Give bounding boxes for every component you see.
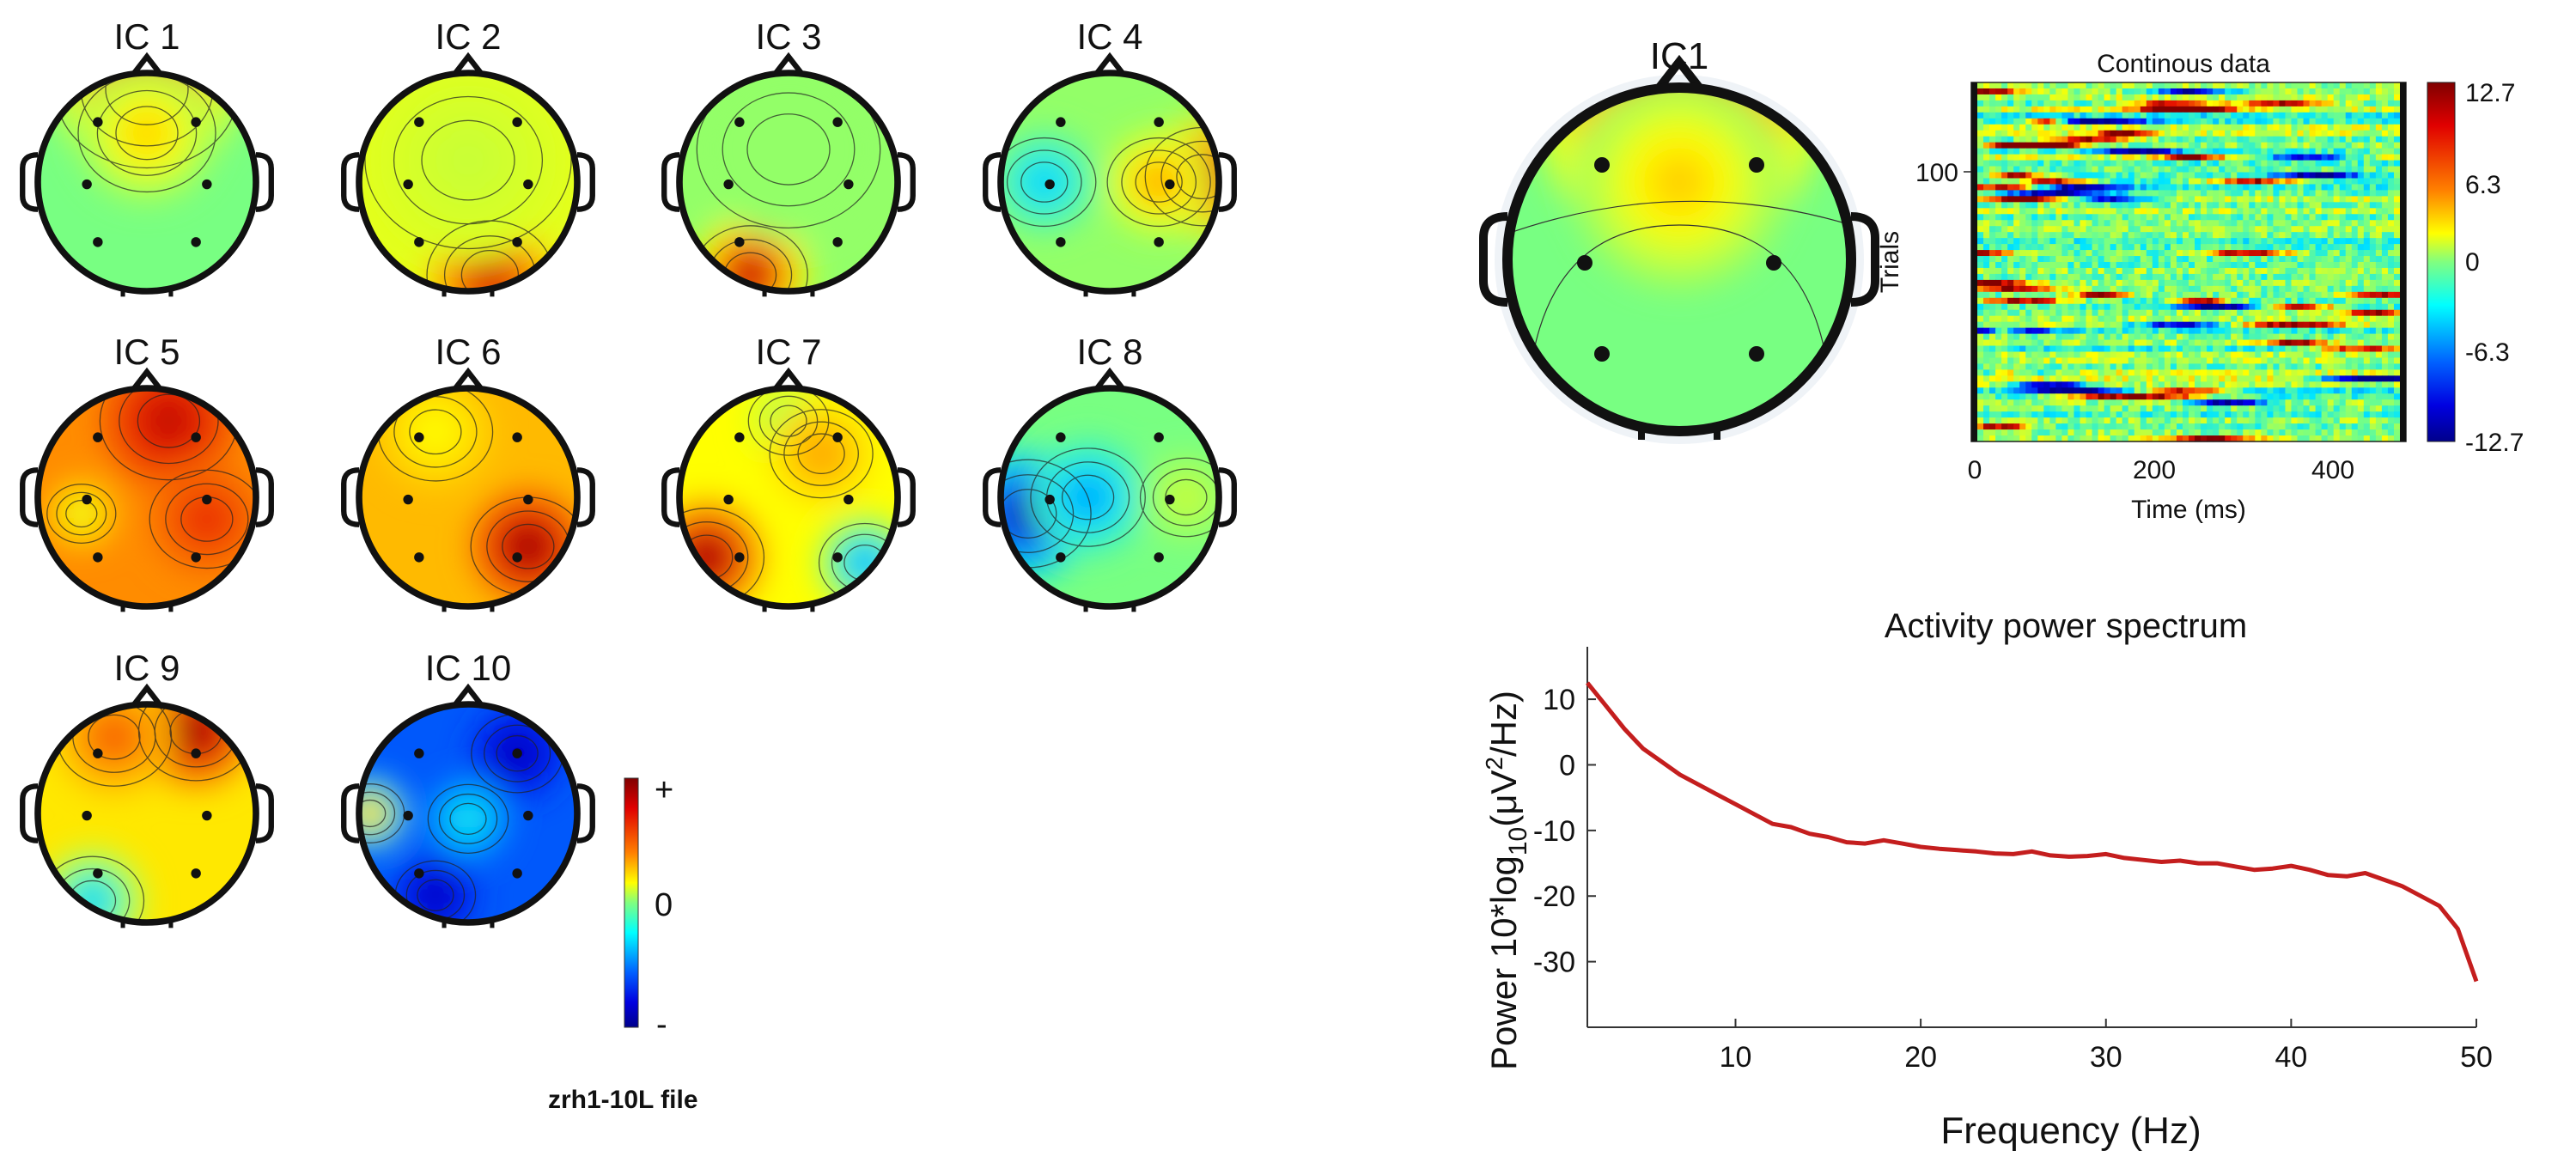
ytick-label: 0 [1559,749,1575,782]
spectrum-series [1586,681,2479,983]
colorbar-zero-label: 0 [655,887,673,923]
xtick-label: 40 [2275,1041,2307,1074]
erpimage-cbar-tick-4: -6.3 [2465,338,2510,367]
xtick-label: 10 [1720,1041,1752,1074]
topomap-label: IC 5 [113,332,180,372]
topomap-ic-10: IC 10 [341,648,595,928]
topomap-label: IC 9 [113,648,180,688]
erpimage-cbar-tick-2: 6.3 [2465,171,2501,199]
power-spectrum-chart: Activity power spectrum 10 20 30 40 50 10 0 -10… [1481,607,2493,1152]
ic1-large-title: IC1 [1650,35,1708,77]
topomap-label: IC 8 [1076,332,1142,372]
erpimage-xtick-200: 200 [2133,456,2176,484]
topomap-ic-8: IC 8 [983,332,1237,612]
erpimage-xlabel: Time (ms) [2131,496,2246,524]
ytick-label: -30 [1533,947,1575,979]
topomap-ic-9: IC 9 [20,648,274,928]
topomap-label: IC 3 [755,16,821,57]
ytick-label: -10 [1533,815,1575,848]
spectrum-xlabel: Frequency (Hz) [1940,1110,2201,1152]
erpimage-heatmap [1977,82,2401,442]
spectrum-ylabel: Power 10*log10(μV2/Hz) [1481,691,1532,1070]
erpimage-title: Continous data [2097,50,2270,78]
spectrum-axes [1586,647,2476,1028]
ytick-label: 10 [1543,684,1575,716]
erpimage-panel: Continous data 100 Trials 0 200 400 Time… [1876,50,2524,524]
topomap-label: IC 1 [113,16,180,57]
topomap-ic1 [1479,54,1879,440]
topo-grid: IC 1 IC 2 IC 3 IC 4 IC 5 IC 6 IC 7 IC 8 IC 9 IC 1… [20,16,1237,928]
topomap-ic-7: IC 7 [661,332,916,612]
file-label: zrh1-10L file [548,1086,698,1114]
ic1-large-topomap [1479,54,1879,444]
topomap-ic-3: IC 3 [661,16,916,297]
topomap-label: IC 7 [755,332,821,372]
xtick-label: 50 [2460,1041,2493,1074]
topomap-ic-1: IC 1 [20,16,274,297]
spectrum-title: Activity power spectrum [1885,607,2247,645]
topomap-label: IC 2 [435,16,501,57]
erpimage-cbar-tick-5: -12.7 [2465,429,2524,457]
erpimage-ytick-100: 100 [1915,159,1958,187]
xtick-label: 20 [1904,1041,1937,1074]
colorbar-plus-label: + [655,772,673,808]
spectrum-ticks: 10 20 30 40 50 10 0 -10 -20 -30 [1533,684,2493,1074]
erpimage-cbar-tick-3: 0 [2465,248,2480,277]
erpimage-xtick-0: 0 [1968,456,1982,484]
erpimage-xtick-400: 400 [2311,456,2354,484]
topomap-label: IC 10 [425,648,511,688]
colorbar-minus-label: - [656,1007,667,1043]
topomap-ic-5: IC 5 [20,332,274,612]
topomap-ic-2: IC 2 [341,16,595,297]
topomap-label: IC 4 [1076,16,1142,57]
topomap-label: IC 6 [435,332,501,372]
grid-colorbar: + 0 - [624,772,673,1043]
spectrum-line-ic1 [1586,681,2479,983]
xtick-label: 30 [2090,1041,2122,1074]
ytick-label: -20 [1533,880,1575,913]
topomap-ic-4: IC 4 [983,16,1237,297]
topomap-ic-6: IC 6 [341,332,595,612]
erpimage-ylabel: Trials [1876,231,1904,293]
erpimage-cbar-tick-1: 12.7 [2465,79,2515,107]
erpimage-colorbar [2427,82,2456,442]
